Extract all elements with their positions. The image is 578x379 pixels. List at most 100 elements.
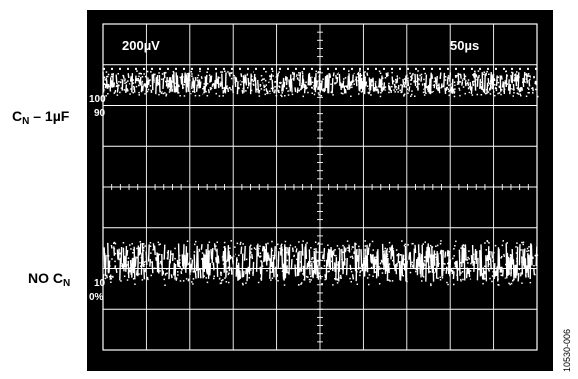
vertical-scale-label: 200µV	[122, 38, 160, 53]
trace-point	[489, 277, 491, 280]
trace-point	[281, 270, 284, 272]
trace-point	[103, 82, 105, 85]
trace-point	[331, 260, 333, 263]
trace-point	[265, 84, 267, 86]
trace-point	[157, 241, 160, 244]
trace-point	[218, 95, 221, 97]
trace-point	[447, 88, 450, 90]
trace-point	[391, 280, 394, 282]
trace-point	[137, 78, 139, 80]
trace-point	[490, 80, 492, 82]
trace-point	[476, 93, 478, 96]
trace-point	[360, 74, 363, 77]
trace-point	[145, 84, 148, 86]
trace-point	[379, 268, 381, 270]
trace-point	[278, 82, 281, 84]
trace-point	[435, 256, 437, 258]
trace-point	[403, 81, 405, 84]
trace-point	[220, 272, 222, 274]
trace-point	[458, 73, 461, 76]
trace-point	[179, 262, 181, 264]
trace-point	[456, 264, 458, 267]
trace-point	[507, 260, 509, 263]
trace-point	[248, 277, 250, 279]
trace-point	[271, 70, 274, 72]
trace-point	[222, 95, 224, 97]
trace-point	[447, 252, 449, 254]
trace-point	[113, 248, 116, 250]
trace-point	[299, 88, 302, 91]
trace-point	[514, 74, 516, 76]
trace-point	[437, 89, 439, 91]
trace-point	[162, 92, 165, 95]
trace-point	[206, 95, 209, 97]
trace-point	[444, 79, 447, 81]
trace-point	[486, 240, 489, 243]
trace-point	[429, 266, 431, 268]
trace-point	[344, 258, 346, 260]
trace-point	[236, 265, 238, 267]
trace-point	[332, 284, 334, 286]
trace-point	[245, 258, 248, 261]
trace-point	[186, 253, 188, 256]
trace-point	[142, 247, 145, 249]
trace-point	[285, 87, 288, 90]
trace-point	[365, 256, 367, 258]
trace-point	[273, 91, 275, 94]
trace-point	[222, 263, 225, 265]
trace-point	[368, 274, 371, 276]
trace-point	[146, 90, 149, 93]
trace-point	[411, 90, 413, 92]
trace-point	[310, 279, 312, 281]
trace-point	[495, 87, 498, 90]
trace-point	[260, 88, 263, 90]
trace-point	[522, 243, 524, 246]
trace-point	[428, 257, 430, 259]
trace-point	[515, 246, 517, 248]
trace-point	[368, 79, 371, 81]
trace-point	[489, 93, 492, 95]
trace-point	[222, 259, 224, 262]
trace-point	[461, 82, 463, 84]
trace-point	[263, 78, 265, 80]
trace-point	[448, 254, 450, 257]
trace-point	[119, 91, 121, 94]
trace-point	[467, 262, 469, 264]
trace-point	[227, 71, 229, 73]
trace-point	[134, 283, 136, 285]
trace-point	[381, 272, 384, 274]
trace-point	[158, 79, 160, 81]
trace-point	[460, 272, 462, 274]
trace-point	[331, 250, 333, 253]
trace-point	[467, 84, 470, 86]
trace-point	[328, 75, 330, 78]
trace-point	[132, 82, 134, 84]
trace-point	[239, 243, 242, 245]
trace-point	[179, 95, 181, 97]
trace-point	[265, 252, 268, 254]
trace-point	[129, 244, 131, 246]
trace-point	[513, 92, 515, 94]
trace-point	[114, 265, 116, 267]
trace-point	[127, 89, 129, 92]
trace-point	[423, 94, 426, 96]
trace-point	[493, 277, 495, 279]
trace-point	[107, 73, 110, 76]
trace-point	[454, 75, 457, 77]
trace-point	[439, 77, 442, 79]
trace-point	[480, 94, 483, 96]
trace-point	[138, 94, 140, 96]
trace-point	[473, 74, 475, 76]
trace-point	[336, 282, 339, 284]
trace-point	[503, 88, 506, 91]
trace-point	[330, 83, 332, 85]
trace-point	[360, 77, 363, 80]
trace-point	[143, 261, 146, 263]
trace-point	[280, 247, 282, 250]
trace-point	[186, 81, 188, 84]
trace-point	[400, 270, 403, 273]
trace-point	[346, 240, 349, 242]
trace-point	[261, 265, 264, 267]
trace-point	[127, 257, 130, 259]
trace-point	[438, 87, 441, 89]
